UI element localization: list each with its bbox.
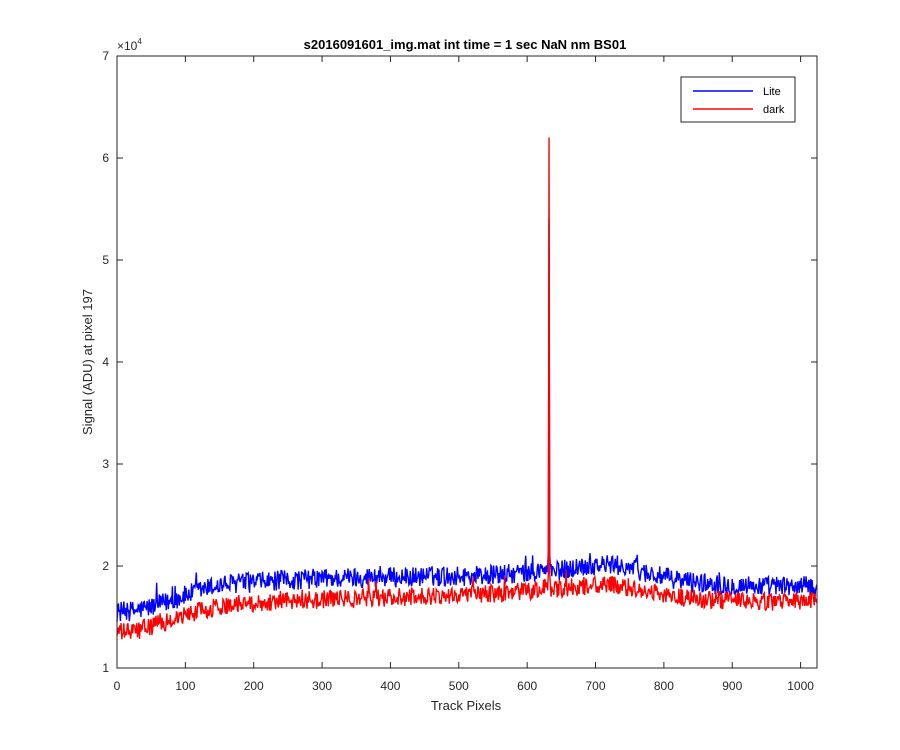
x-tick-label: 700: [586, 679, 606, 693]
legend-label-dark: dark: [763, 104, 785, 116]
x-tick-label: 300: [312, 679, 332, 693]
y-axis-exponent: ×104: [117, 37, 142, 53]
y-axis-ticks: 1 2 3 4 5 6 7: [102, 49, 817, 675]
x-axis-ticks: 0 100 200 300 400 500 600 700 800 900 1000: [114, 56, 814, 693]
chart-title: s2016091601_img.mat int time = 1 sec NaN…: [304, 37, 627, 52]
legend: Lite dark: [680, 76, 796, 123]
y-tick-label: 5: [102, 253, 109, 267]
x-tick-label: 200: [244, 679, 264, 693]
y-tick-label: 4: [102, 355, 109, 369]
legend-box: [680, 76, 796, 123]
y-exponent-base: ×10: [117, 39, 138, 53]
y-axis-label: Signal (ADU) at pixel 197: [80, 289, 95, 435]
x-tick-label: 1000: [787, 679, 814, 693]
y-tick-label: 3: [102, 457, 109, 471]
x-tick-label: 100: [175, 679, 195, 693]
y-tick-label: 2: [102, 559, 109, 573]
x-axis-label: Track Pixels: [431, 698, 502, 713]
x-tick-label: 800: [654, 679, 674, 693]
series-group: [116, 137, 818, 640]
plot-area: [117, 56, 817, 668]
y-tick-label: 6: [102, 151, 109, 165]
x-tick-label: 400: [380, 679, 400, 693]
x-tick-label: 500: [449, 679, 469, 693]
y-tick-label: 1: [102, 661, 109, 675]
y-tick-label: 7: [102, 49, 109, 63]
x-tick-label: 0: [114, 679, 121, 693]
legend-label-lite: Lite: [763, 86, 781, 98]
series-line-dark: [116, 137, 818, 640]
series-line-lite: [116, 219, 818, 622]
x-tick-label: 600: [517, 679, 537, 693]
x-tick-label: 900: [722, 679, 742, 693]
y-exponent-power: 4: [137, 37, 142, 46]
